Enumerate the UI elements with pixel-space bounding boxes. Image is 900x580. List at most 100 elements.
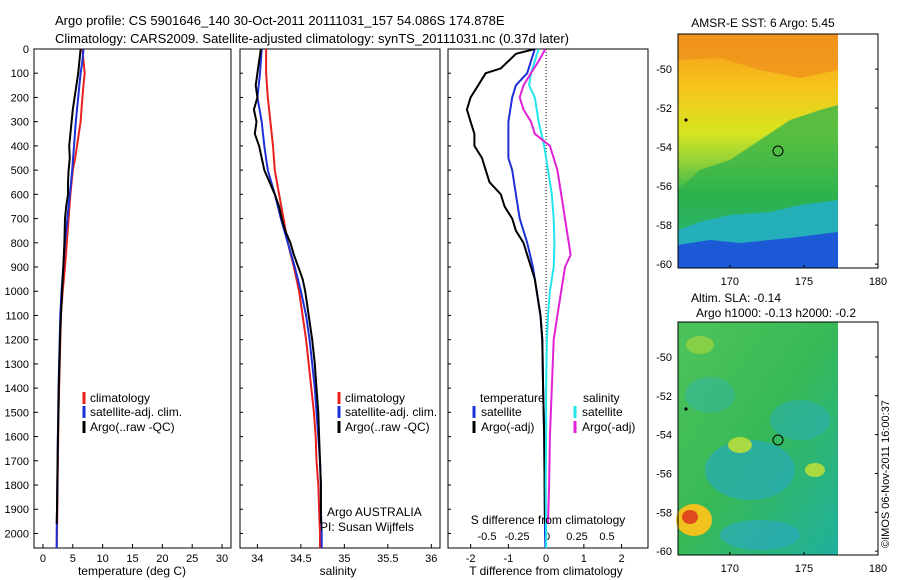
depth-tick-label: 900: [11, 262, 29, 274]
x-tick-label: 35: [338, 553, 350, 565]
sla-low-anomaly: [705, 440, 795, 500]
sst-warm-region: [678, 34, 838, 78]
sla-map: [676, 321, 879, 556]
legend-label-climatology: climatology: [345, 391, 405, 405]
salinity-xlabel: salinity: [320, 564, 357, 578]
map-x-tick-label: 175: [795, 563, 813, 575]
legend-label-satellite: satellite-adj. clim.: [90, 405, 182, 419]
temperature-series: [55, 49, 86, 548]
x-tick-label: 5: [70, 553, 76, 565]
sst-dot-marker: [684, 118, 688, 122]
map-y-tick-label: -60: [656, 546, 672, 558]
depth-tick-label: 1300: [5, 359, 29, 371]
temperature-x-ticks: 0 5 10 15 20 25 30: [40, 544, 228, 565]
depth-tick-label: 1700: [5, 456, 29, 468]
map-y-tick-label: -52: [656, 391, 672, 403]
x-tick-label: 2: [619, 553, 625, 565]
difference-legend: temperature satellite Argo(-adj) salinit…: [472, 391, 635, 434]
depth-tick-label: 1600: [5, 432, 29, 444]
salinity-series: [252, 49, 323, 548]
legend-label-temp-satellite: satellite: [481, 405, 522, 419]
sla-hot-core: [682, 510, 698, 524]
sst-map: [677, 33, 879, 269]
map-x-tick-label: 170: [721, 276, 739, 288]
temperature-xlabel: temperature (deg C): [78, 564, 186, 578]
sla-low-anomaly: [720, 520, 800, 550]
depth-tick-label: 1200: [5, 335, 29, 347]
depth-tick-label: 0: [23, 44, 29, 56]
depth-tick-label: 800: [11, 238, 29, 250]
legend-label-satellite: satellite-adj. clim.: [345, 405, 437, 419]
salinity-x-ticks: 34 34.5 35 35.5 36: [251, 544, 437, 565]
top-tick-label: -0.5: [478, 531, 497, 543]
sla-high-anomaly: [805, 463, 825, 477]
x-tick-label: 35.5: [377, 553, 398, 565]
sla-map-frame: [677, 321, 879, 556]
legend-label-sal-satellite: satellite: [582, 405, 623, 419]
difference-top-xlabel: S difference from climatology: [471, 513, 626, 527]
sla-map-title-line2: Argo h1000: -0.13 h2000: -0.2: [696, 306, 856, 320]
x-tick-label: 25: [186, 553, 198, 565]
salinity-legend: climatology satellite-adj. clim. Argo(..…: [337, 391, 437, 434]
depth-tick-label: 1500: [5, 407, 29, 419]
depth-tick-label: 100: [11, 68, 29, 80]
x-tick-label: 30: [216, 553, 228, 565]
legend-label-sal-argo: Argo(-adj): [582, 420, 635, 434]
depth-axis: 0 100 200 300 400 500 600 700 800 900 1000 1100 1200…: [5, 44, 451, 540]
depth-tick-label: 1800: [5, 480, 29, 492]
series-line: [518, 49, 572, 524]
difference-x-ticks: -2 -1 0 1 2: [466, 544, 625, 565]
sla-low-anomaly: [685, 377, 735, 413]
map-y-tick-label: -50: [656, 352, 672, 364]
x-tick-label: 34.5: [290, 553, 311, 565]
map-x-tick-label: 175: [795, 276, 813, 288]
x-tick-label: 0: [40, 553, 46, 565]
sst-coldest-region: [678, 232, 838, 268]
difference-panel: [447, 48, 649, 549]
argo-pi-note: PI: Susan Wijffels: [320, 520, 414, 534]
legend-label-argo: Argo(..raw -QC): [345, 420, 430, 434]
map-y-tick-label: -58: [656, 507, 672, 519]
map-y-tick-label: -54: [656, 430, 672, 442]
depth-tick-label: 2000: [5, 528, 29, 540]
sla-high-anomaly: [728, 437, 752, 453]
map-y-tick-label: -54: [656, 142, 672, 154]
series-line: [465, 49, 546, 524]
argo-agency-note: Argo AUSTRALIA: [327, 505, 422, 519]
depth-tick-label: 300: [11, 117, 29, 129]
sst-map-axes: 170 175 180 -50 -52 -54 -56 -58 -60: [656, 64, 887, 288]
depth-tick-label: 1100: [5, 310, 29, 322]
top-tick-label: -0.25: [504, 531, 529, 543]
x-tick-label: 36: [425, 553, 437, 565]
depth-tick-label: 700: [11, 214, 29, 226]
map-x-tick-label: 180: [869, 563, 887, 575]
depth-tick-label: 1900: [5, 504, 29, 516]
x-tick-label: 15: [126, 553, 138, 565]
x-tick-label: 20: [156, 553, 168, 565]
difference-series: [465, 49, 572, 548]
temperature-panel: [33, 48, 232, 549]
difference-top-ticks: -0.5 -0.25 0 0.25 0.5: [478, 531, 615, 543]
sla-map-axes: 170 175 180 -50 -52 -54 -56 -58 -60: [656, 352, 887, 575]
sla-map-title-line1: Altim. SLA: -0.14: [691, 291, 781, 305]
temperature-legend: climatology satellite-adj. clim. Argo(..…: [82, 391, 182, 434]
series-line: [252, 49, 322, 524]
map-y-tick-label: -58: [656, 220, 672, 232]
series-line: [55, 49, 82, 524]
depth-tick-label: 400: [11, 141, 29, 153]
top-tick-label: 0.25: [566, 531, 587, 543]
series-line: [528, 49, 556, 548]
series-line: [265, 49, 321, 548]
depth-tick-label: 500: [11, 165, 29, 177]
sla-low-anomaly: [770, 400, 830, 440]
map-y-tick-label: -50: [656, 64, 672, 76]
x-tick-label: -1: [503, 553, 513, 565]
depth-tick-label: 600: [11, 189, 29, 201]
map-y-tick-label: -60: [656, 259, 672, 271]
depth-tick-label: 200: [11, 92, 29, 104]
x-tick-label: -2: [466, 553, 476, 565]
figure-title-line1: Argo profile: CS 5901646_140 30-Oct-2011…: [55, 13, 505, 28]
x-tick-label: 10: [97, 553, 109, 565]
salinity-panel: [239, 48, 441, 549]
